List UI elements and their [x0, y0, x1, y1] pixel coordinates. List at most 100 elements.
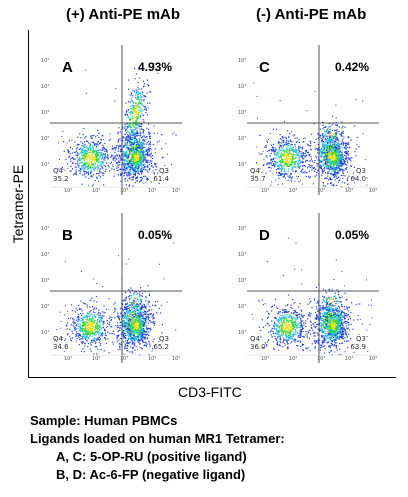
- x-tick-label: 10²: [289, 188, 298, 194]
- panel-letter: C: [259, 59, 270, 76]
- scatter-plot-c: [247, 45, 379, 195]
- q4-name: Q4: [53, 335, 63, 343]
- q4-name: Q4: [250, 335, 260, 343]
- y-tick-label: 10⁵: [238, 226, 247, 232]
- q4-value: 34.6: [53, 343, 69, 351]
- x-tick-label: 10¹: [261, 188, 270, 194]
- y-tick-label: 10¹: [41, 330, 50, 336]
- x-tick-label: 10¹: [64, 188, 73, 194]
- column-title-plus-antipe: (+) Anti-PE mAb: [66, 6, 181, 23]
- q3-name: Q3: [356, 335, 366, 343]
- event-cluster: [256, 128, 313, 183]
- q2-percent: 0.42%: [334, 60, 369, 74]
- q3-value: 61.4: [153, 175, 169, 183]
- x-tick-label: 10³: [120, 356, 129, 362]
- event-cluster: [320, 132, 352, 177]
- x-tick-label: 10³: [317, 188, 326, 194]
- y-tick-label: 10⁴: [41, 84, 50, 90]
- x-tick-label: 10⁴: [345, 356, 354, 362]
- q3-value: 65.2: [153, 343, 169, 351]
- y-axis-label: Tetramer-PE: [10, 164, 26, 244]
- y-tick-label: 10⁵: [41, 226, 50, 232]
- q4-name: Q4: [53, 167, 63, 175]
- x-tick-label: 10¹: [64, 356, 73, 362]
- y-tick-label: 10³: [238, 110, 247, 116]
- q4-label: Q4 36.0: [250, 335, 266, 351]
- y-tick-label: 10¹: [238, 162, 247, 168]
- panel-letter: D: [259, 227, 270, 244]
- q3-name: Q3: [159, 167, 169, 175]
- panel-d: D 0.05% Q4 36.0 Q3 63.9: [247, 213, 379, 363]
- y-tick-label: 10³: [238, 278, 247, 284]
- scatter-plot-d: [247, 213, 379, 363]
- q3-label: Q3 61.4: [153, 167, 169, 183]
- q3-value: 63.9: [350, 343, 366, 351]
- x-tick-label: 10⁵: [369, 188, 378, 194]
- q3-name: Q3: [356, 167, 366, 175]
- q4-name: Q4: [250, 167, 260, 175]
- y-tick-label: 10²: [41, 136, 50, 142]
- q4-label: Q4 35.2: [53, 167, 69, 183]
- x-tick-label: 10³: [317, 356, 326, 362]
- event-cluster: [120, 136, 152, 182]
- scatter-plot-a: [50, 45, 182, 195]
- q4-value: 36.0: [250, 343, 266, 351]
- event-cluster: [61, 295, 120, 355]
- figure-caption: Sample: Human PBMCs Ligands loaded on hu…: [30, 412, 285, 484]
- q3-value: 64.0: [350, 175, 366, 183]
- y-tick-label: 10³: [41, 278, 50, 284]
- y-tick-label: 10⁴: [41, 252, 50, 258]
- sparse-events: [253, 66, 364, 122]
- y-tick-label: 10¹: [238, 330, 247, 336]
- panel-letter: A: [62, 59, 73, 76]
- y-tick-label: 10¹: [41, 162, 50, 168]
- x-axis-line: [28, 377, 396, 378]
- q2-percent: 0.05%: [137, 228, 172, 242]
- x-tick-label: 10¹: [261, 356, 270, 362]
- panel-a: A 4.93% Q4 35.2 Q3 61.4: [50, 45, 182, 195]
- q4-value: 35.2: [53, 175, 69, 183]
- x-tick-label: 10⁵: [369, 356, 378, 362]
- x-tick-label: 10³: [120, 188, 129, 194]
- x-axis-label: CD3-FITC: [178, 384, 242, 400]
- q4-label: Q4 35.7: [250, 167, 266, 183]
- q3-label: Q3 63.9: [350, 335, 366, 351]
- x-tick-label: 10⁴: [345, 188, 354, 194]
- panel-letter: B: [62, 227, 73, 244]
- q2-percent: 0.05%: [334, 228, 369, 242]
- x-tick-label: 10⁴: [148, 356, 157, 362]
- caption-line-ac: A, C: 5-OP-RU (positive ligand): [56, 449, 247, 464]
- panel-c: C 0.42% Q4 35.7 Q3 64.0: [247, 45, 379, 195]
- scatter-plot-b: [50, 213, 182, 363]
- x-tick-label: 10⁵: [172, 188, 181, 194]
- q4-value: 35.7: [250, 175, 266, 183]
- q2-percent: 4.93%: [137, 60, 172, 74]
- q3-label: Q3 64.0: [350, 167, 366, 183]
- sparse-events: [64, 237, 175, 288]
- event-cluster: [313, 305, 348, 347]
- event-cluster: [258, 294, 316, 352]
- q3-label: Q3 65.2: [153, 335, 169, 351]
- panel-b: B 0.05% Q4 34.6 Q3 65.2: [50, 213, 182, 363]
- column-title-minus-antipe: (-) Anti-PE mAb: [256, 6, 367, 23]
- event-cluster: [61, 127, 120, 187]
- caption-line-sample: Sample: Human PBMCs: [30, 413, 178, 428]
- q3-name: Q3: [159, 335, 169, 343]
- sparse-events: [266, 237, 367, 287]
- event-cluster: [117, 63, 155, 174]
- x-tick-label: 10²: [92, 188, 101, 194]
- y-tick-label: 10³: [41, 110, 50, 116]
- caption-line-bd: B, D: Ac-6-FP (negative ligand): [56, 467, 246, 482]
- y-tick-label: 10⁴: [238, 252, 247, 258]
- y-tick-label: 10²: [41, 304, 50, 310]
- x-tick-label: 10⁴: [148, 188, 157, 194]
- x-tick-label: 10⁵: [172, 356, 181, 362]
- event-cluster: [317, 283, 345, 318]
- q4-label: Q4 34.6: [53, 335, 69, 351]
- caption-line-ligands: Ligands loaded on human MR1 Tetramer:: [30, 431, 285, 446]
- event-cluster: [122, 302, 151, 350]
- y-tick-label: 10⁵: [41, 58, 50, 64]
- y-tick-label: 10²: [238, 304, 247, 310]
- y-axis-line: [28, 30, 29, 377]
- y-tick-label: 10²: [238, 136, 247, 142]
